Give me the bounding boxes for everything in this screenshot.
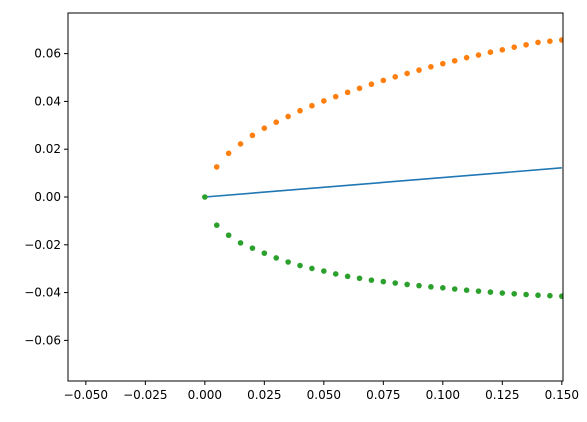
series-1-point [428,63,434,70]
series-1-point [499,47,506,53]
series-1-point [440,60,446,67]
axes-layer: −0.050 −0.025 0.000 0.025 0.050 0.075 0.100 0.1… [24,47,579,402]
series-1-point [511,44,518,50]
series-1-point [368,81,375,88]
series-2-point [559,293,563,299]
series-2-point [225,232,232,239]
series-0-line [204,167,562,198]
series-1-point [321,98,327,104]
series-2-point [475,288,482,294]
series-1-point [285,113,291,120]
x-tick-label: 0.050 [307,388,341,402]
series-1-point [487,49,494,55]
series-1-point [356,85,363,92]
y-tick-label: 0.06 [34,47,61,61]
plot-frame [67,12,564,382]
series-2-point [535,292,541,299]
series-1-point [523,41,529,48]
series-2-point [547,292,553,299]
series-2-point [213,222,220,228]
series-1-point [559,37,563,43]
series-1-point [416,67,422,73]
series-1-point [309,102,315,109]
y-tick-label: 0.00 [34,190,61,204]
series-2-point [416,282,422,289]
series-2-point [285,259,291,265]
series-2-point [523,291,529,298]
series-1-point [475,52,482,58]
series-2-point [261,250,268,256]
series-1-point [261,125,268,131]
plot-background [68,13,563,381]
series-2-point [297,262,303,269]
series-2-point [392,280,399,286]
series-2-point [202,194,208,200]
series-1-point [380,77,387,84]
series-1-point [213,164,220,170]
y-tick-label: −0.02 [24,238,61,252]
series-2-point [440,285,446,291]
series-2-point [332,271,339,277]
x-tick-label: 0.025 [247,388,281,402]
series-1-point [392,74,399,80]
y-tick-label: −0.06 [24,333,61,347]
series-2-point [451,286,458,292]
series-1-point [344,89,351,96]
series-2-point [404,281,410,288]
series-2-point [463,287,470,293]
series-2-point [499,290,506,296]
series-2-point [356,275,363,282]
series-2-point [511,290,518,297]
x-tick-label: 0.075 [366,388,400,402]
series-1-point [463,54,470,61]
series-2-point [249,245,256,251]
series-2-point [321,268,327,274]
series-1-point [273,119,280,126]
y-tick-label: 0.04 [34,94,61,108]
series-2-point [309,265,315,272]
x-tick-label: 0.000 [188,388,222,402]
y-tick-label: 0.02 [34,142,61,156]
x-tick-label: −0.025 [123,388,167,402]
series-2-point [487,289,494,295]
series-2-point [428,284,434,290]
series-1-point [547,38,553,44]
series-2-point [273,255,280,261]
series-1-point [249,132,256,139]
series-2-point [368,277,375,283]
series-1-point [297,107,303,114]
series-2-point [344,273,351,280]
x-tick-label: 0.150 [545,388,579,402]
series-1-point [225,150,232,157]
series-1-point [404,70,410,77]
series-2-point [380,278,387,285]
series-1-point [451,57,458,64]
x-tick-label: −0.050 [64,388,108,402]
series-1-point [237,141,244,147]
series-1-point [535,39,541,46]
series-layer [202,37,563,299]
series-1-point [332,93,339,100]
y-tick-label: −0.04 [24,286,61,300]
x-tick-label: 0.125 [485,388,519,402]
x-tick-label: 0.100 [426,388,460,402]
series-2-point [237,240,244,246]
